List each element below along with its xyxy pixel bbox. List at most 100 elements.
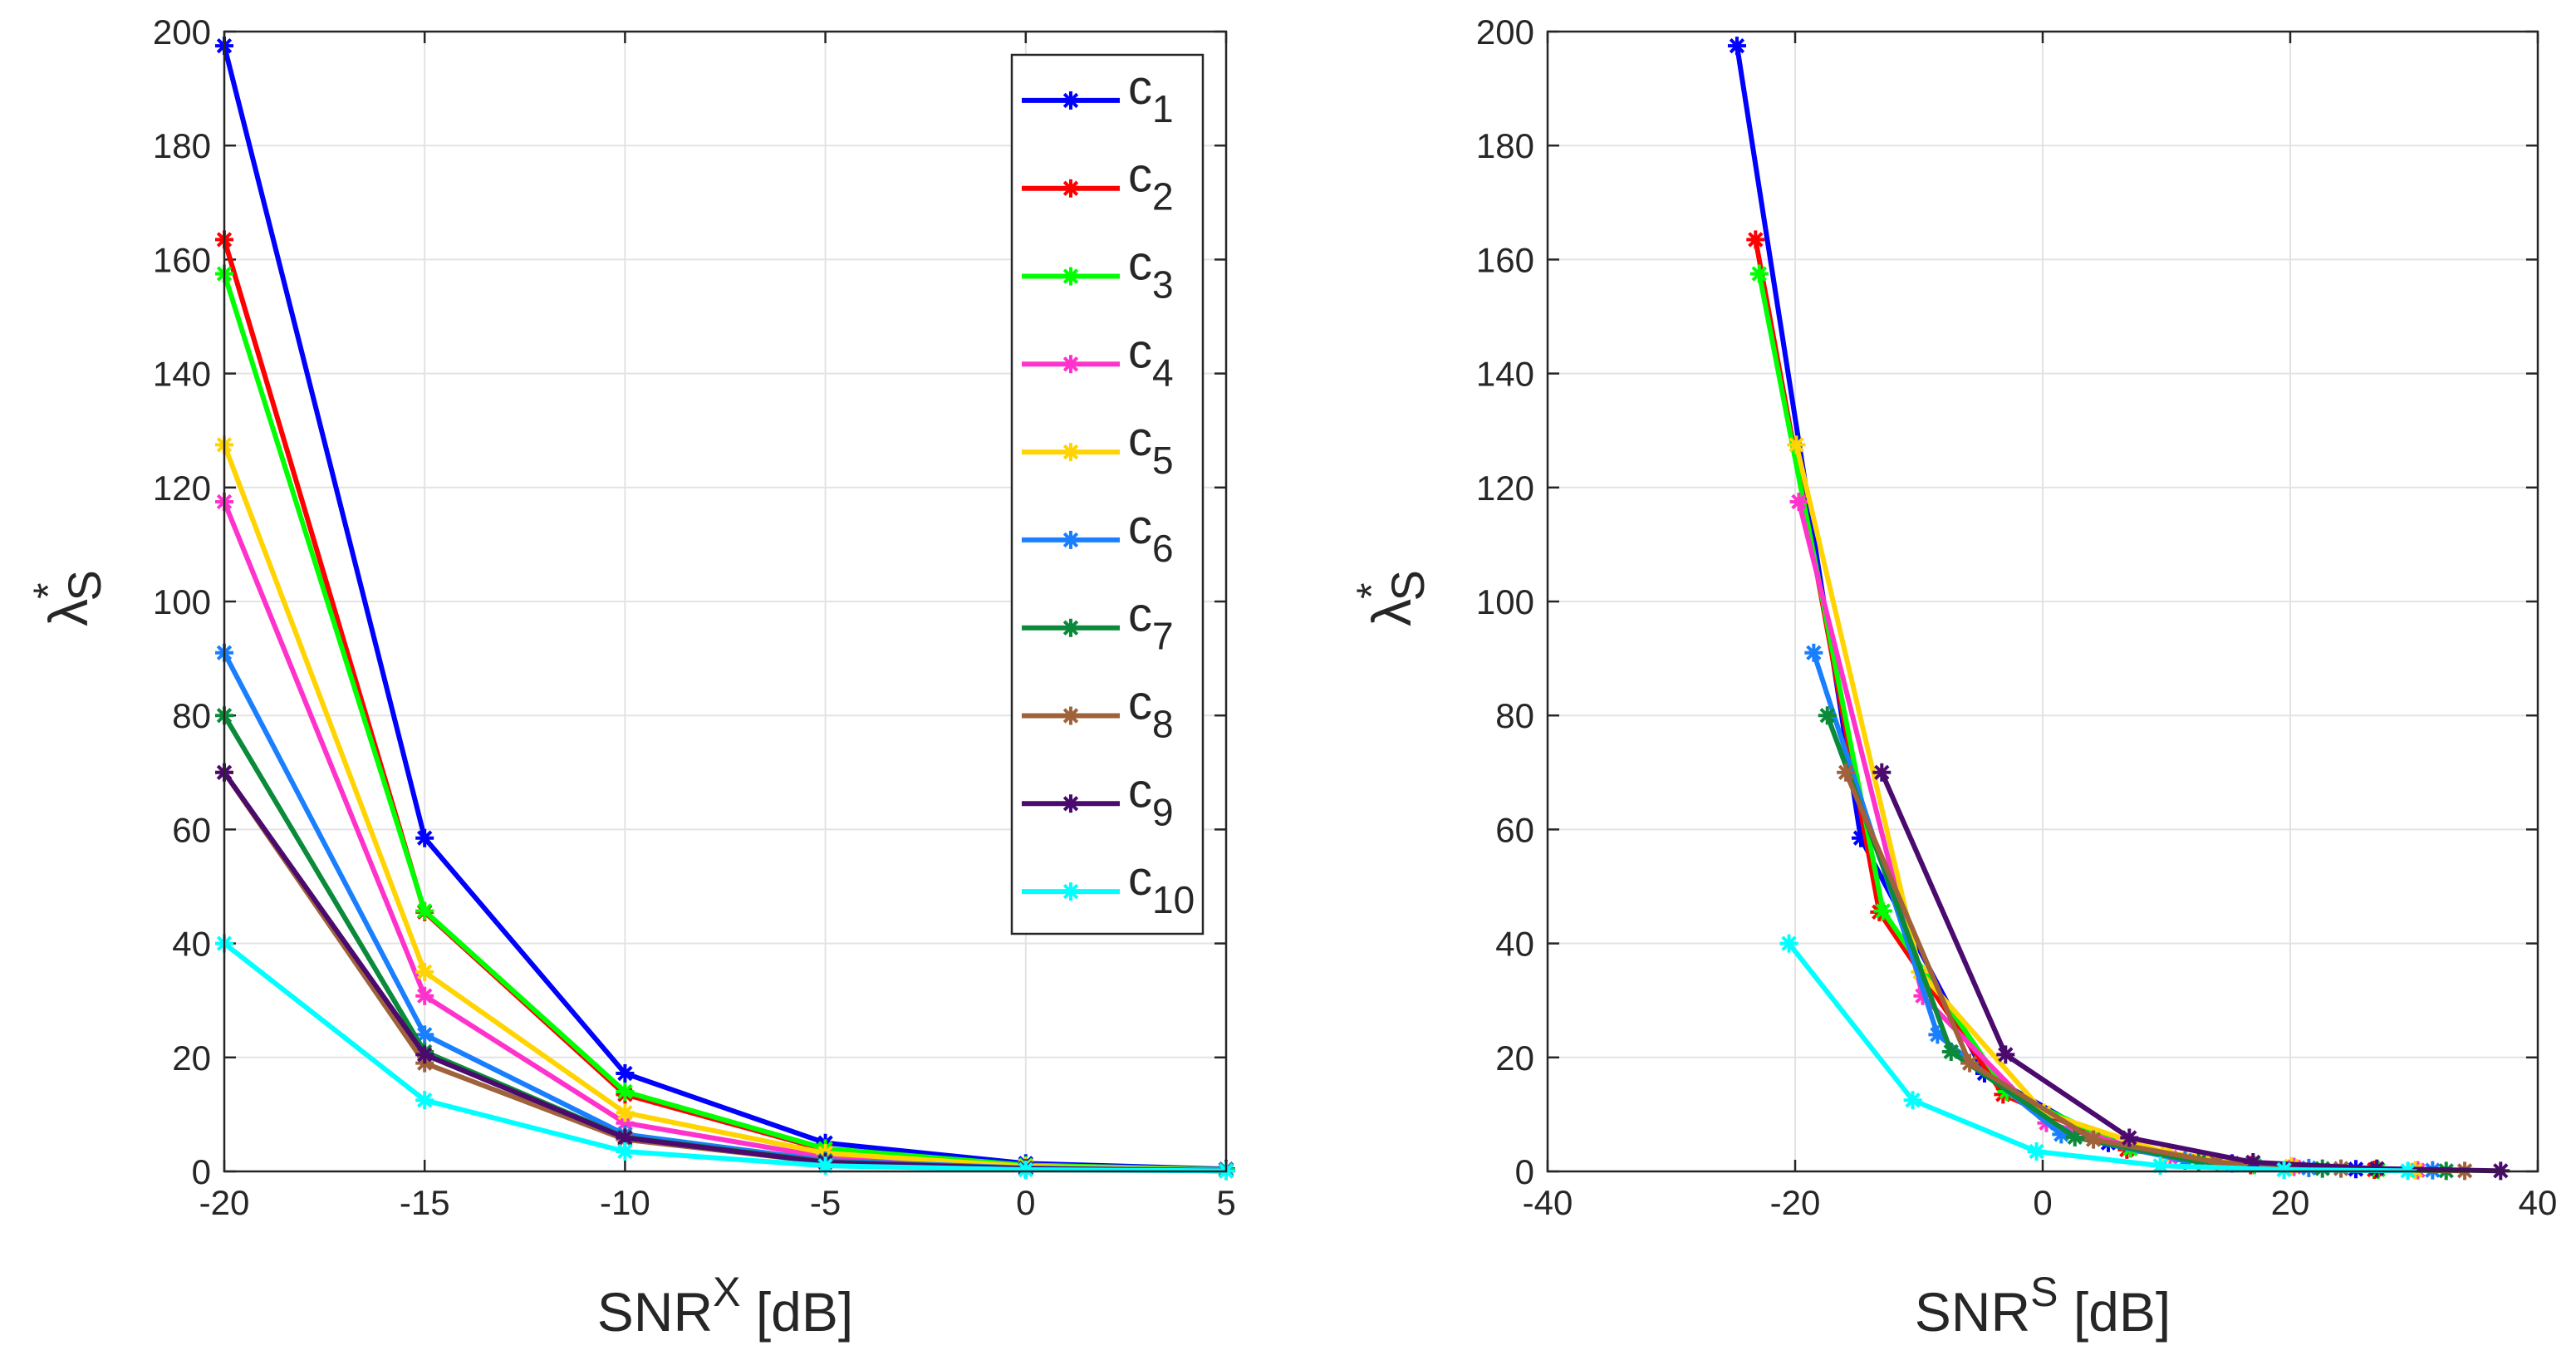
legend-marker <box>1062 618 1080 637</box>
series-10-marker <box>1779 934 1798 953</box>
y-tick-label: 0 <box>192 1152 211 1191</box>
y-tick-label: 100 <box>153 582 211 621</box>
legend-marker <box>1062 706 1080 725</box>
axes-box <box>223 30 1228 1173</box>
legend-box <box>1010 53 1205 935</box>
y-tick-label: 120 <box>153 469 211 508</box>
x-tick-label: -15 <box>400 1183 450 1222</box>
legend-marker <box>1062 179 1080 198</box>
series-5-marker <box>2034 1103 2053 1122</box>
series-3-marker <box>1873 901 1892 921</box>
series-3-marker <box>616 1082 635 1101</box>
x-tick-label: 0 <box>1016 1183 1035 1222</box>
legend-label: c10 <box>1128 852 1195 921</box>
axes-box <box>1546 30 2539 1173</box>
series-5-marker <box>1787 435 1806 454</box>
series-6-marker <box>415 1025 434 1044</box>
legend-item-4: c4 <box>1022 324 1174 394</box>
legend-item-6: c6 <box>1022 500 1174 570</box>
legend-label: c5 <box>1128 412 1174 482</box>
series-10-marker <box>1903 1091 1922 1110</box>
series-1-marker <box>415 828 434 847</box>
series-10-marker <box>415 1091 434 1110</box>
series-1-marker <box>1851 828 1870 847</box>
y-tick-label: 40 <box>172 925 211 964</box>
y-tick-label: 80 <box>1495 696 1534 735</box>
legend-label: c1 <box>1128 61 1174 130</box>
legend-marker <box>1062 794 1080 813</box>
ticks: -20 -15 -10 -5 0 5 0 20 40 60 80 100 120 140 160 180 200 <box>153 12 1236 1222</box>
series-6-marker <box>1804 643 1823 662</box>
series-2-marker <box>1746 230 1765 249</box>
legend-label: c6 <box>1128 500 1174 570</box>
legend-item-1: c1 <box>1022 61 1174 130</box>
y-tick-label: 40 <box>1495 925 1534 964</box>
legend-label: c2 <box>1128 149 1174 218</box>
legend-item-10: c10 <box>1022 852 1195 921</box>
x-tick-label: -20 <box>199 1183 250 1222</box>
series-10-marker <box>2274 1160 2294 1179</box>
series-7-marker <box>2065 1127 2084 1146</box>
legend-label: c3 <box>1128 237 1174 307</box>
legend-item-9: c9 <box>1022 763 1174 833</box>
series-9-marker <box>616 1128 635 1147</box>
y-tick-label: 180 <box>153 126 211 165</box>
legend-marker <box>1062 91 1080 110</box>
left-chart-panel: -20 -15 -10 -5 0 5 0 20 40 60 80 100 120 140 160 180 200… <box>25 12 1236 1343</box>
series-10-line <box>223 941 1227 1174</box>
legend-label: c9 <box>1128 763 1174 833</box>
x-tick-label: 40 <box>2519 1183 2558 1222</box>
x-tick-label: 5 <box>1216 1183 1235 1222</box>
x-tick-label: -20 <box>1770 1183 1821 1222</box>
y-axis-label: λ*S <box>25 570 110 626</box>
series-8-marker <box>2208 1153 2227 1172</box>
series-10 <box>1779 934 2417 1181</box>
series-10-marker <box>1016 1160 1035 1179</box>
series-7-marker <box>2189 1152 2208 1171</box>
y-tick-label: 200 <box>153 12 211 52</box>
legend: c1 c2 c3 c4 c5 c6 c7 c8 c9 c10 <box>1010 53 1205 935</box>
y-tick-label: 140 <box>153 355 211 394</box>
series-9-marker <box>1996 1045 2015 1064</box>
y-tick-label: 160 <box>1476 240 1534 279</box>
series-4-marker <box>616 1113 635 1132</box>
series-5-marker <box>415 962 434 981</box>
legend-marker <box>1062 530 1080 549</box>
y-tick-label: 60 <box>1495 810 1534 849</box>
y-tick-label: 80 <box>172 696 211 735</box>
x-tick-label: -5 <box>810 1183 841 1222</box>
legend-item-3: c3 <box>1022 237 1174 307</box>
series-1-marker <box>616 1064 635 1083</box>
series-1-marker <box>1727 37 1746 56</box>
legend-item-5: c5 <box>1022 412 1174 482</box>
x-axis-label: SNRS [dB] <box>1915 1269 2171 1343</box>
series-3-marker <box>415 901 434 921</box>
y-tick-label: 20 <box>1495 1038 1534 1078</box>
legend-marker <box>1062 355 1080 374</box>
legend-marker <box>1062 267 1080 286</box>
x-tick-label: -10 <box>600 1183 650 1222</box>
legend-label: c4 <box>1128 324 1174 394</box>
series-8-marker <box>1960 1053 1980 1073</box>
series-9-marker <box>2120 1128 2139 1147</box>
series-7-marker <box>1818 706 1837 725</box>
y-tick-label: 100 <box>1476 582 1534 621</box>
x-tick-label: 0 <box>2033 1183 2052 1222</box>
legend-item-7: c7 <box>1022 588 1174 658</box>
legend-item-2: c2 <box>1022 149 1174 218</box>
ticks: -40 -20 0 20 40 0 20 40 60 80 100 120 140 160 180 200 <box>1476 12 2557 1222</box>
series-9-marker <box>2244 1153 2263 1172</box>
series-10-marker <box>2151 1156 2170 1176</box>
series-3-marker <box>1749 264 1769 283</box>
x-tick-label: 20 <box>2271 1183 2310 1222</box>
series-10-line <box>1787 941 2408 1174</box>
right-chart-panel: -40 -20 0 20 40 0 20 40 60 80 100 120 140 160 180 200 SN… <box>1348 12 2557 1343</box>
series-group <box>1727 37 2510 1181</box>
series-9-marker <box>415 1045 434 1064</box>
y-tick-label: 120 <box>1476 469 1534 508</box>
series-4-marker <box>415 986 434 1005</box>
y-axis-label: λ*S <box>1348 570 1434 626</box>
y-tick-label: 200 <box>1476 12 1534 52</box>
series-6-marker <box>1928 1025 1947 1044</box>
